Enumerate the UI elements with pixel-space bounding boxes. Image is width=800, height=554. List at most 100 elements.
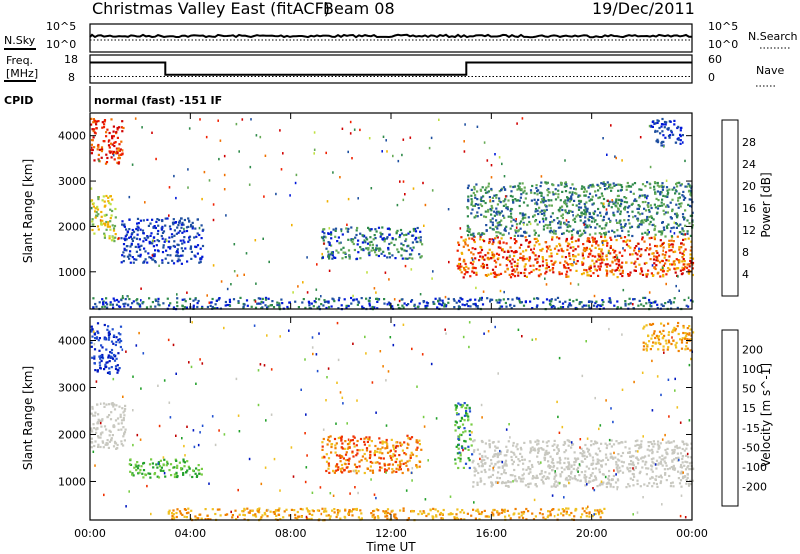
power-cell-3 bbox=[181, 298, 184, 301]
power-cell-3 bbox=[443, 305, 446, 308]
power-cell-3 bbox=[522, 304, 526, 307]
power-cell-3 bbox=[510, 307, 513, 310]
velocity-cell-6 bbox=[608, 479, 611, 482]
power-cell-5 bbox=[564, 260, 567, 263]
power-cell-6 bbox=[534, 220, 537, 223]
power-cell-3 bbox=[499, 305, 502, 308]
power-cell-1 bbox=[105, 194, 108, 198]
velocity-cell-0 bbox=[118, 338, 121, 341]
velocity-cell-6 bbox=[529, 447, 532, 450]
power-cell-6 bbox=[669, 201, 672, 204]
velocity-cell-6 bbox=[599, 483, 602, 486]
power-cell-3 bbox=[131, 302, 134, 305]
power-sparse-cell bbox=[366, 271, 368, 274]
velocity-cell-6 bbox=[634, 444, 637, 447]
velocity-cell-4 bbox=[327, 462, 330, 465]
velocity-cell-7 bbox=[656, 336, 660, 339]
velocity-cell-4 bbox=[328, 440, 331, 443]
velocity-cell-6 bbox=[677, 477, 680, 480]
power-cell-4 bbox=[386, 236, 389, 239]
power-cell-4 bbox=[418, 253, 421, 256]
velocity-cell-6 bbox=[559, 475, 562, 478]
velocity-cell-3 bbox=[199, 513, 202, 516]
power-cell-6 bbox=[630, 203, 633, 206]
power-cell-5 bbox=[482, 263, 486, 267]
power-cell-4 bbox=[362, 248, 365, 251]
power-cell-3 bbox=[352, 299, 355, 302]
power-cell-3 bbox=[373, 306, 376, 309]
power-cell-1 bbox=[110, 239, 114, 242]
power-cell-0 bbox=[116, 136, 119, 139]
power-sparse-cell bbox=[381, 150, 383, 153]
power-cell-6 bbox=[638, 196, 641, 199]
velocity-cell-5 bbox=[459, 457, 462, 460]
velocity-cell-1 bbox=[112, 445, 116, 448]
power-cell-5 bbox=[661, 259, 664, 263]
power-sparse-cell bbox=[151, 254, 154, 257]
power-cell-5 bbox=[548, 269, 551, 272]
power-cell-5 bbox=[687, 272, 691, 275]
velocity-cell-5 bbox=[454, 424, 457, 427]
power-cell-5 bbox=[492, 241, 495, 244]
power-cell-3 bbox=[281, 302, 284, 305]
power-cell-5 bbox=[645, 273, 648, 276]
power-cell-6 bbox=[582, 221, 585, 224]
power-cell-5 bbox=[545, 262, 548, 265]
power-cell-6 bbox=[680, 183, 683, 186]
velocity-cell-6 bbox=[617, 442, 620, 445]
power-cell-4 bbox=[390, 241, 393, 244]
power-cell-5 bbox=[505, 264, 508, 267]
power-cell-2 bbox=[122, 243, 126, 246]
power-sparse-cell bbox=[673, 221, 676, 224]
power-cell-5 bbox=[633, 249, 636, 252]
power-cell-2 bbox=[176, 255, 179, 258]
power-cell-3 bbox=[194, 297, 197, 300]
power-cell-5 bbox=[562, 250, 565, 253]
power-sparse-cell bbox=[245, 252, 248, 255]
power-cell-2 bbox=[139, 219, 142, 222]
power-cell-3 bbox=[168, 304, 171, 307]
velocity-cell-6 bbox=[490, 482, 494, 485]
power-cell-6 bbox=[646, 229, 649, 232]
velocity-cell-6 bbox=[581, 460, 584, 463]
power-cell-5 bbox=[493, 259, 496, 262]
velocity-cell-6 bbox=[646, 448, 649, 451]
power-cell-6 bbox=[519, 196, 522, 199]
power-cell-6 bbox=[664, 235, 667, 238]
power-cell-6 bbox=[648, 182, 651, 185]
power-sparse-cell bbox=[646, 196, 648, 200]
power-cell-3 bbox=[650, 301, 653, 305]
power-cell-5 bbox=[465, 271, 468, 274]
velocity-cell-6 bbox=[525, 468, 528, 471]
velocity-cell-4 bbox=[360, 459, 363, 462]
power-sparse-cell bbox=[168, 186, 171, 189]
power-cell-0 bbox=[102, 126, 106, 129]
velocity-cell-2 bbox=[149, 476, 152, 479]
velocity-cell-6 bbox=[638, 444, 641, 447]
power-cell-6 bbox=[557, 222, 560, 225]
power-cell-3 bbox=[500, 305, 504, 308]
velocity-cell-3 bbox=[598, 513, 601, 516]
power-cell-6 bbox=[479, 234, 482, 237]
velocity-cell-6 bbox=[597, 447, 600, 450]
power-cell-6 bbox=[510, 190, 513, 193]
velocity-cell-3 bbox=[402, 507, 405, 510]
power-cell-5 bbox=[595, 240, 598, 243]
power-cell-4 bbox=[359, 232, 362, 235]
power-sparse-cell bbox=[464, 123, 466, 126]
velocity-cell-6 bbox=[547, 460, 550, 463]
power-cell-5 bbox=[620, 266, 623, 269]
power-cell-3 bbox=[210, 301, 213, 304]
power-cell-2 bbox=[143, 247, 146, 250]
power-cell-3 bbox=[103, 305, 106, 308]
velocity-cell-2 bbox=[186, 460, 189, 463]
power-cell-5 bbox=[669, 263, 672, 266]
power-cell-5 bbox=[682, 243, 685, 246]
power-cell-6 bbox=[486, 191, 489, 194]
power-cell-6 bbox=[472, 191, 475, 195]
power-cell-2 bbox=[183, 218, 186, 222]
power-cell-3 bbox=[239, 296, 242, 299]
power-cell-5 bbox=[625, 243, 629, 246]
power-cell-6 bbox=[554, 192, 557, 195]
power-cell-6 bbox=[533, 233, 536, 236]
